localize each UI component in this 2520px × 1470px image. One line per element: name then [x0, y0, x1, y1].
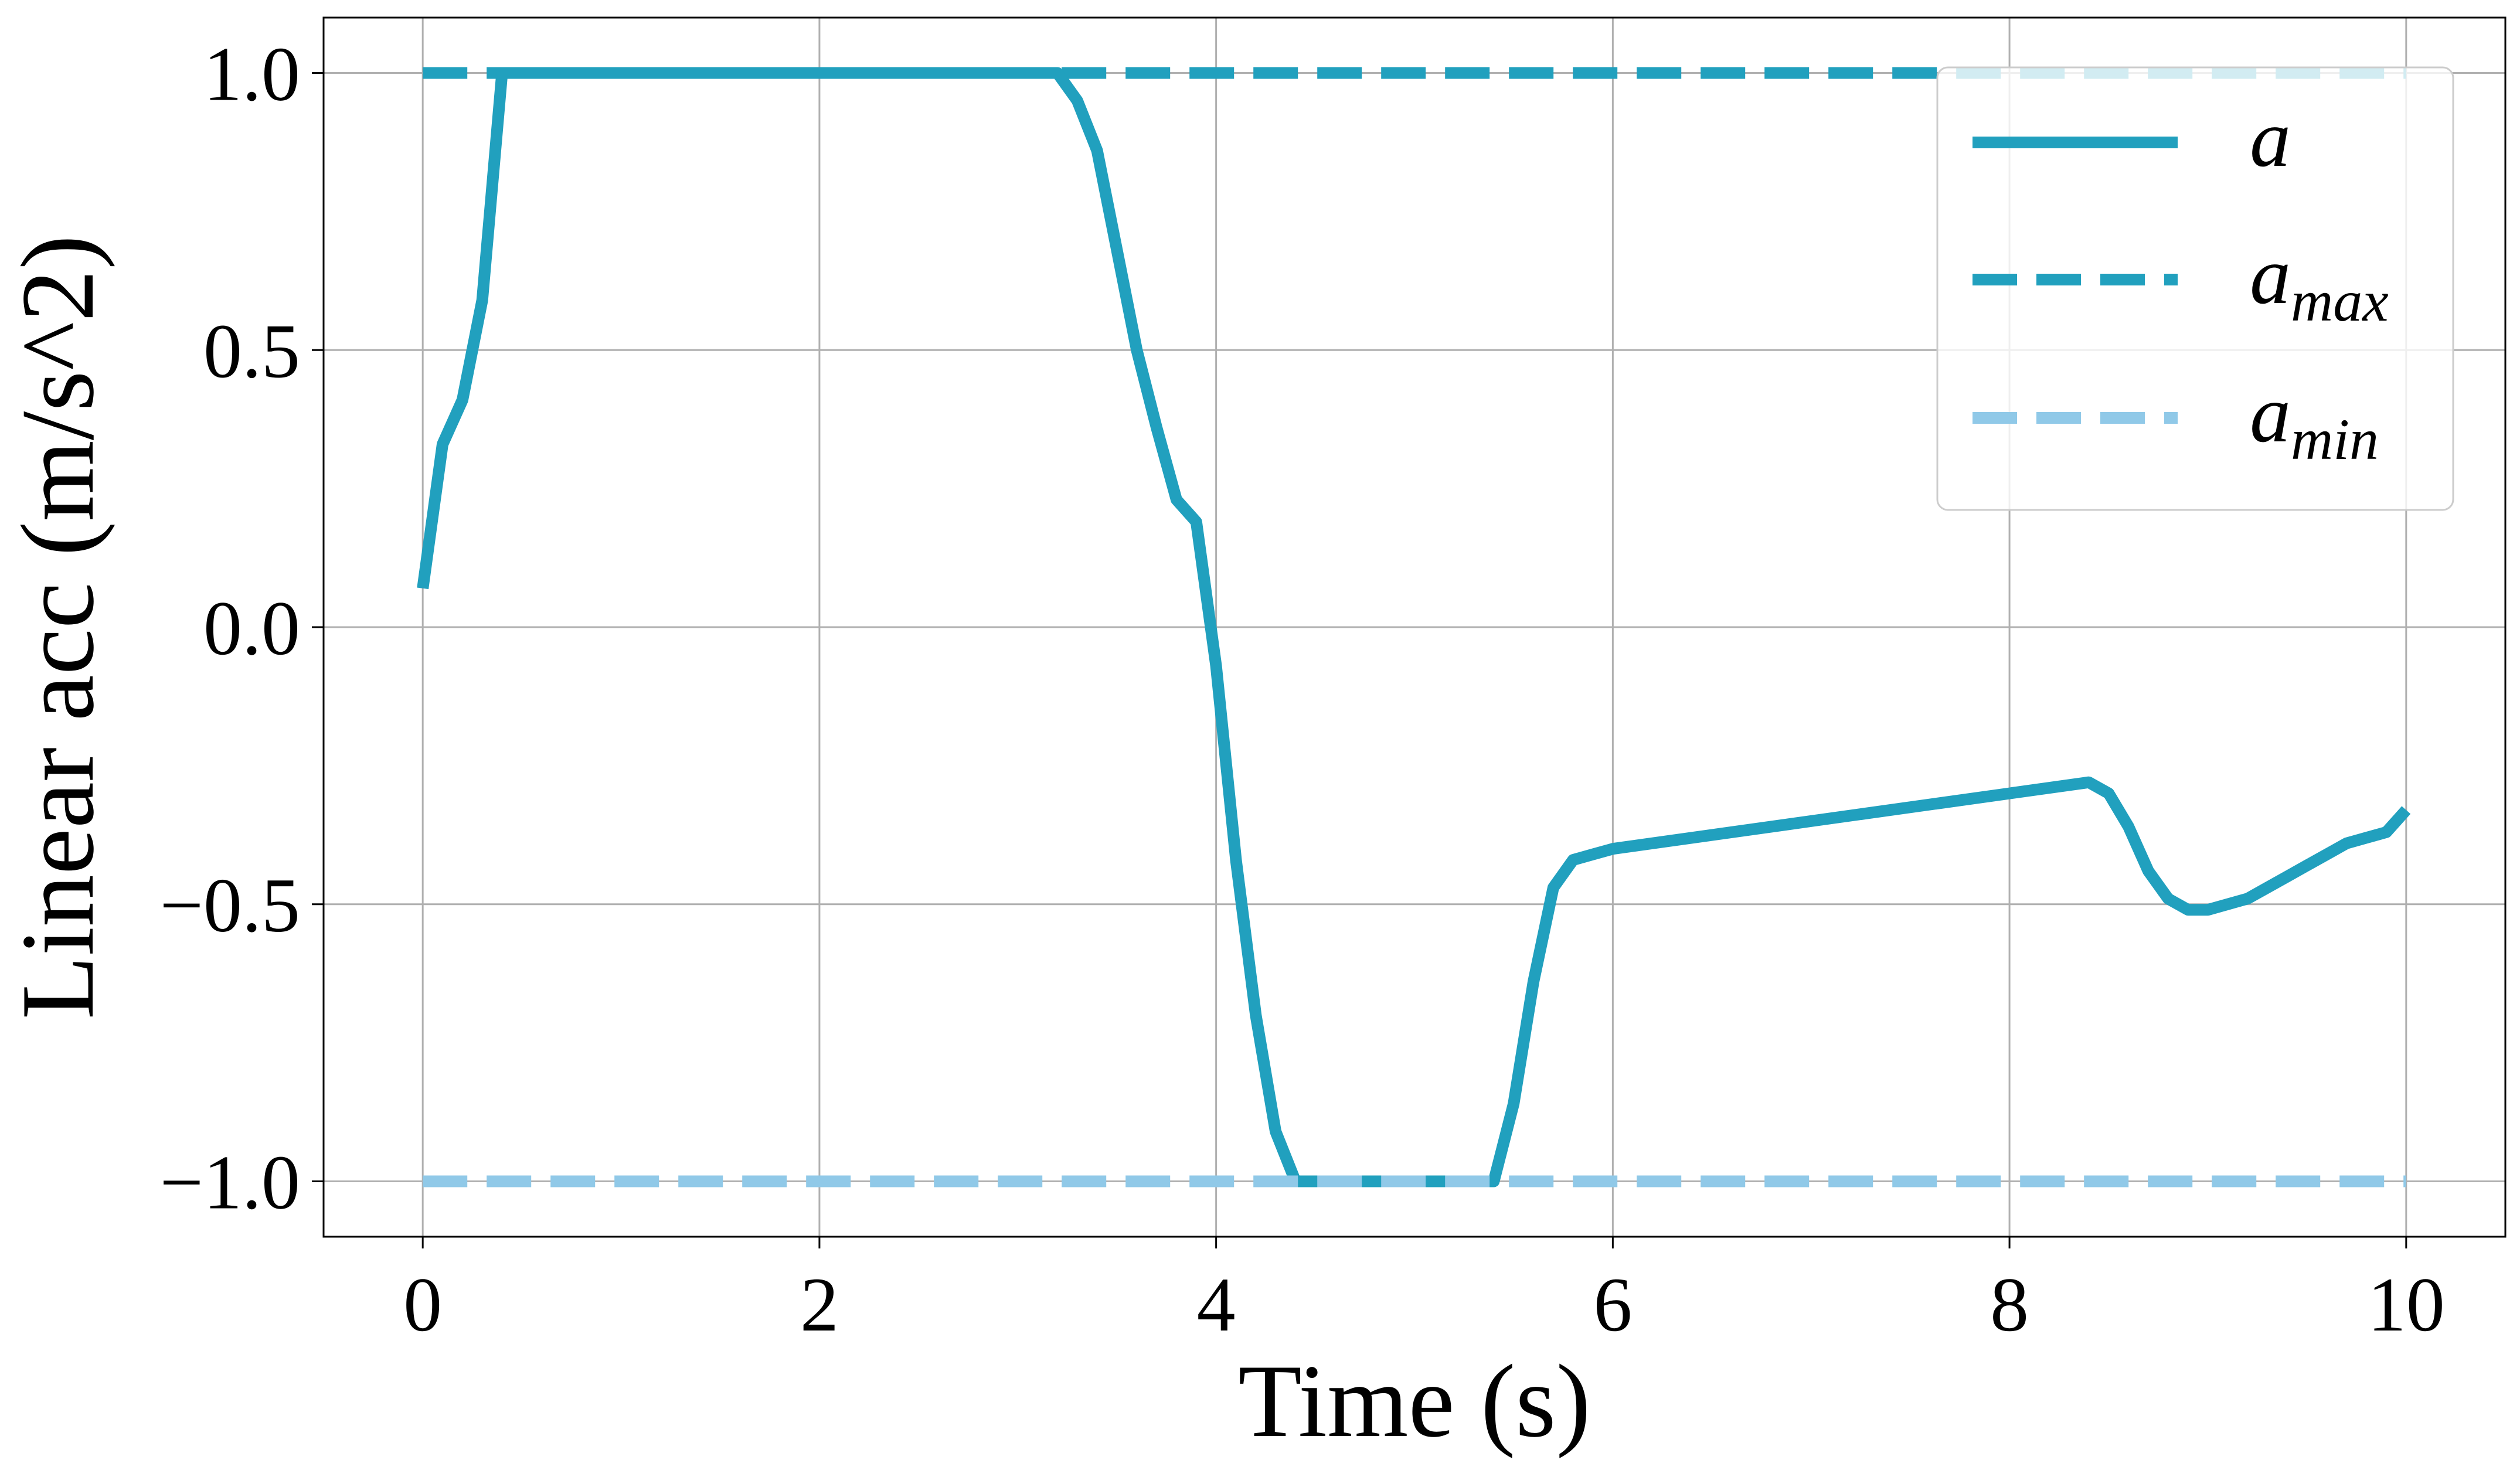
- y-tick-label: −0.5: [160, 862, 300, 948]
- legend-label-main: a: [2250, 369, 2291, 460]
- x-tick-label: 2: [800, 1261, 839, 1348]
- x-tick-label: 6: [1593, 1261, 1632, 1348]
- y-tick-label: −1.0: [160, 1139, 300, 1225]
- series-layer: [417, 67, 2411, 1187]
- y-tick-label: 0.0: [203, 585, 300, 671]
- x-tick-labels: 0 2 4 6 8 10: [403, 1261, 2445, 1348]
- legend-box: [1936, 66, 2454, 511]
- x-tick-label: 10: [2368, 1261, 2445, 1348]
- legend-label-main: a: [2250, 93, 2291, 184]
- legend-label: amax: [2250, 230, 2389, 334]
- x-tick-label: 8: [1990, 1261, 2029, 1348]
- x-tick-label: 4: [1197, 1261, 1236, 1348]
- legend-label: a: [2250, 93, 2291, 184]
- legend-label: amin: [2250, 369, 2379, 472]
- legend-label-main: a: [2250, 230, 2291, 321]
- y-axis-label: Linear acc (m/s^2): [0, 235, 115, 1020]
- y-tick-labels: −1.0 −0.5 0.0 0.5 1.0: [160, 31, 300, 1226]
- x-axis-label: Time (s): [1238, 1343, 1591, 1459]
- x-tick-label: 0: [403, 1261, 442, 1348]
- legend-label-subscript: max: [2291, 268, 2389, 334]
- y-tick-label: 0.5: [203, 308, 300, 394]
- series-line-a: [417, 67, 2411, 1187]
- legend-label-subscript: min: [2291, 407, 2379, 472]
- y-tick-label: 1.0: [203, 31, 300, 117]
- tick-marks: [312, 72, 2407, 1248]
